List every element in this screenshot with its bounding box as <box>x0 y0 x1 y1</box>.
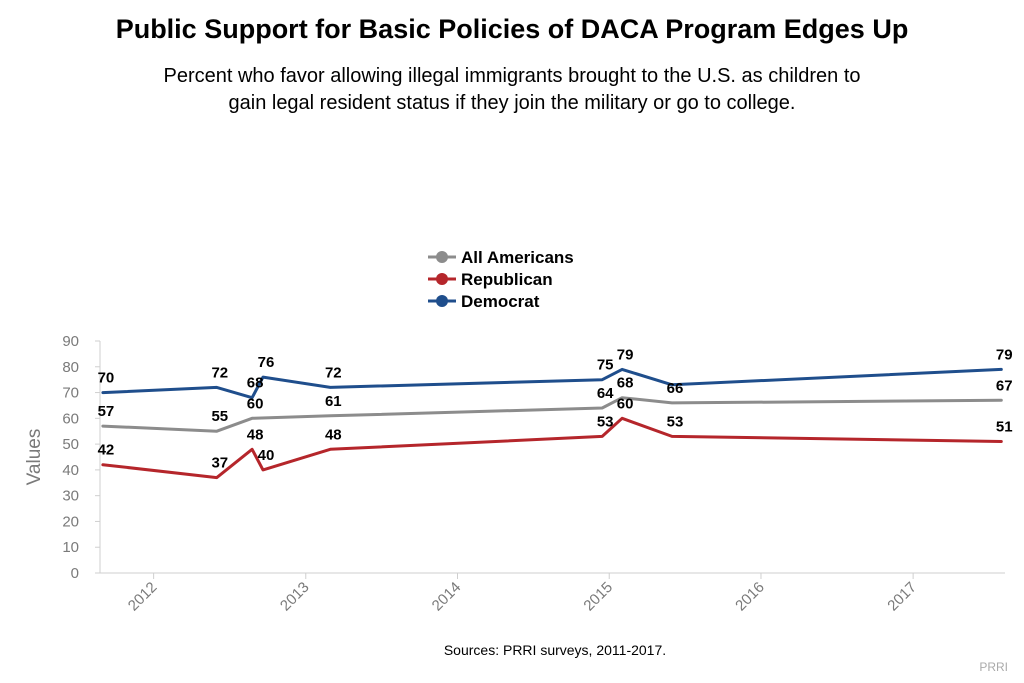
series-line-all-americans <box>101 396 1003 433</box>
legend: All Americans Republican Democrat <box>428 248 574 311</box>
x-tick-label: 2017 <box>884 579 920 615</box>
y-tick-label: 30 <box>62 488 79 505</box>
series-line-republican <box>101 416 1003 480</box>
chart-subtitle: Percent who favor allowing illegal immig… <box>163 65 861 114</box>
legend-swatch-marker <box>436 295 448 307</box>
y-axis-title: Values <box>24 429 45 486</box>
data-label: 60 <box>617 395 634 412</box>
series-layer <box>101 367 1003 480</box>
legend-item: Republican <box>428 270 553 289</box>
legend-swatch-marker <box>436 273 448 285</box>
data-label: 57 <box>98 403 115 420</box>
data-label: 53 <box>597 413 614 430</box>
y-tick-label: 40 <box>62 462 79 479</box>
data-label: 72 <box>211 364 228 381</box>
data-label: 72 <box>325 364 342 381</box>
y-tick-label: 90 <box>62 333 79 350</box>
credit-mark: PRRI <box>979 660 1008 674</box>
legend-item: All Americans <box>428 248 574 267</box>
x-tick-label: 2012 <box>125 579 161 615</box>
y-tick-label: 50 <box>62 436 79 453</box>
x-tick-label: 2013 <box>277 579 313 615</box>
data-label: 61 <box>325 393 342 410</box>
legend-swatch-marker <box>436 251 448 263</box>
legend-label: Democrat <box>461 292 540 311</box>
y-tick-label: 70 <box>62 385 79 402</box>
data-label: 79 <box>996 346 1013 363</box>
data-label: 55 <box>211 408 228 425</box>
data-label: 48 <box>325 426 342 443</box>
data-label: 60 <box>247 395 264 412</box>
y-tick-label: 20 <box>62 513 79 530</box>
data-label: 68 <box>247 375 264 392</box>
y-tick-label: 0 <box>71 565 79 582</box>
data-label: 48 <box>247 426 264 443</box>
data-label: 37 <box>211 455 228 472</box>
data-label: 75 <box>597 357 614 374</box>
y-tick-label: 60 <box>62 410 79 427</box>
x-tick-label: 2015 <box>580 579 616 615</box>
data-label: 66 <box>667 380 684 397</box>
data-label: 40 <box>258 447 275 464</box>
series-line-democrat <box>101 367 1003 400</box>
x-tick-label: 2016 <box>732 579 768 615</box>
data-label: 53 <box>667 413 684 430</box>
x-tick-label: 2014 <box>429 579 465 615</box>
data-label: 67 <box>996 377 1013 394</box>
legend-label: All Americans <box>461 248 574 267</box>
y-tick-label: 80 <box>62 359 79 376</box>
source-note: Sources: PRRI surveys, 2011-2017. <box>443 642 667 658</box>
data-label: 70 <box>98 370 115 387</box>
y-tick-label: 10 <box>62 539 79 556</box>
data-label: 68 <box>617 375 634 392</box>
data-label: 64 <box>597 385 614 402</box>
chart-title: Public Support for Basic Policies of DAC… <box>115 14 909 44</box>
data-label: 42 <box>98 442 115 459</box>
data-label: 79 <box>617 346 634 363</box>
x-axis: 2012 2013 2014 2015 2016 2017 <box>100 572 1005 615</box>
data-label: 76 <box>258 354 275 371</box>
data-label: 51 <box>996 419 1013 436</box>
legend-label: Republican <box>461 270 553 289</box>
legend-item: Democrat <box>428 292 540 311</box>
y-axis: 0 10 20 30 40 50 60 70 80 90 Values <box>24 333 101 582</box>
